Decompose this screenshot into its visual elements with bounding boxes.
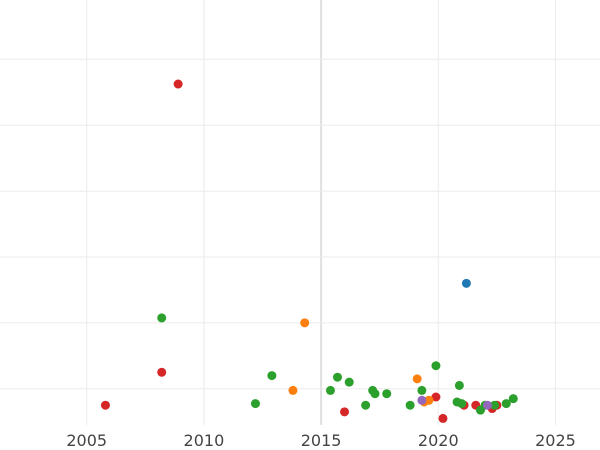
data-point-green-1 [250,399,260,409]
data-point-orange-1 [288,385,298,395]
data-point-green-20 [508,394,518,404]
data-point-red-2 [157,367,167,377]
data-point-green-9 [382,389,392,399]
data-point-green-15 [457,399,467,409]
x-tick-label-2025: 2025 [535,431,576,450]
data-point-green-2 [267,371,277,381]
data-point-green-12 [431,361,441,371]
data-point-purple-1 [483,400,492,410]
data-point-purple-0 [417,395,427,405]
x-tick-label-2020: 2020 [418,431,459,450]
data-point-blue-0 [461,278,471,288]
x-tick-label-2010: 2010 [184,431,225,450]
x-tick-label-2015: 2015 [301,431,342,450]
data-point-green-11 [417,385,427,395]
data-point-green-19 [501,399,511,409]
data-point-green-6 [361,400,371,410]
data-point-green-13 [454,380,464,390]
data-point-green-4 [333,372,342,382]
data-point-red-1 [173,79,183,89]
data-point-red-5 [438,413,448,423]
data-point-green-3 [325,385,335,395]
data-point-green-0 [157,313,167,323]
data-point-green-5 [344,377,354,387]
x-axis-tick-labels: 2005 2010 2015 2020 2025 [66,431,575,450]
data-points [100,79,518,423]
data-point-green-10 [405,400,415,410]
data-point-green-18 [490,400,500,410]
x-tick-label-2005: 2005 [66,431,107,450]
data-point-red-4 [431,392,441,402]
data-point-orange-2 [412,374,422,384]
data-point-green-8 [370,389,380,399]
data-point-orange-0 [300,318,310,328]
data-point-red-3 [340,407,350,417]
data-point-red-0 [100,400,110,410]
grid-lines [0,0,600,425]
